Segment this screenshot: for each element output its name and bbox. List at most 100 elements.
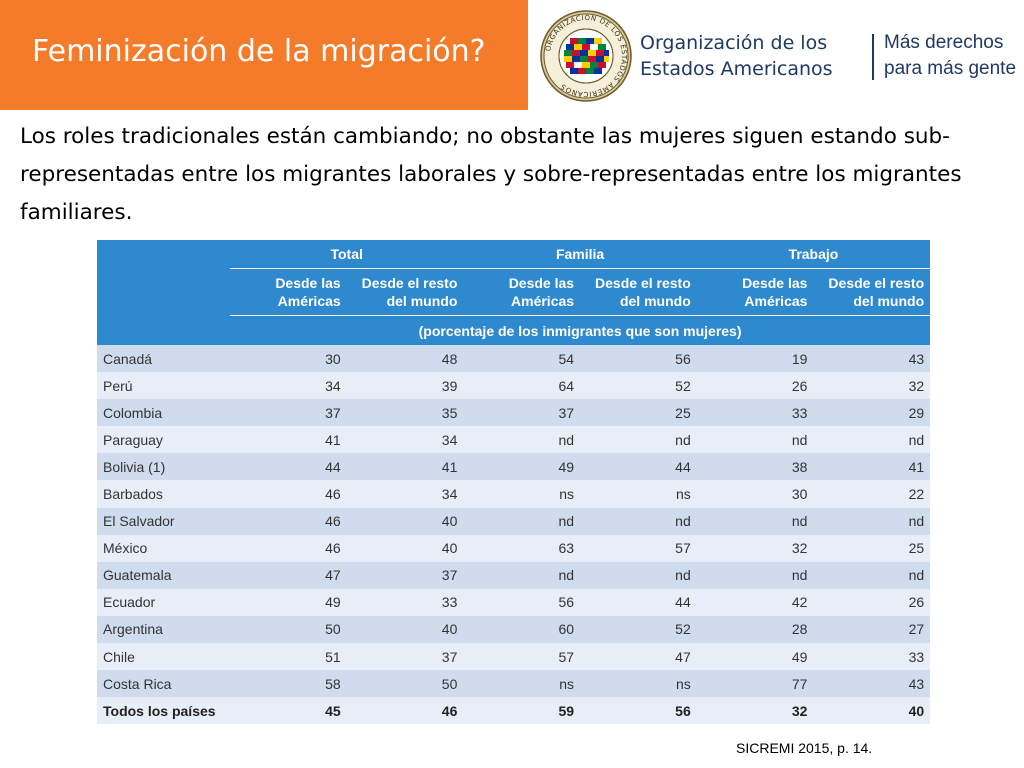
column-header-line: Desde las <box>508 275 575 291</box>
column-header: Desde las Américas <box>463 268 581 316</box>
value-cell: 40 <box>813 697 931 725</box>
table-row: México 46 40 63 57 32 25 <box>97 534 931 562</box>
country-cell: Colombia <box>97 399 230 427</box>
value-cell: 33 <box>813 643 931 671</box>
column-header-line: del mundo <box>386 293 458 309</box>
country-cell: El Salvador <box>97 507 230 535</box>
column-header: Desde el resto del mundo <box>813 268 931 316</box>
value-cell: 44 <box>580 453 697 481</box>
value-cell: 39 <box>346 372 464 400</box>
column-header-line: Desde el resto <box>595 275 691 291</box>
value-cell: 46 <box>230 480 347 508</box>
value-cell: 43 <box>813 345 931 373</box>
table-row: Ecuador 49 33 56 44 42 26 <box>97 588 931 616</box>
country-cell: Argentina <box>97 615 230 644</box>
value-cell: 34 <box>346 480 464 508</box>
value-cell: 29 <box>813 399 931 427</box>
group-header: Total <box>230 240 464 269</box>
value-cell: 56 <box>463 588 581 616</box>
country-cell: Ecuador <box>97 588 230 616</box>
value-cell: nd <box>813 426 931 454</box>
org-name-line1: Organización de los <box>640 32 828 54</box>
column-header-line: del mundo <box>853 293 925 309</box>
table-row: Argentina 50 40 60 52 28 27 <box>97 615 931 644</box>
table-row: Colombia 37 35 37 25 33 29 <box>97 399 931 427</box>
value-cell: 25 <box>813 534 931 562</box>
value-cell: 58 <box>230 670 347 698</box>
column-header: Desde las Américas <box>230 268 347 316</box>
country-cell: Chile <box>97 643 230 671</box>
value-cell: 28 <box>696 615 814 644</box>
unit-note: (porcentaje de los inmigrantes que son m… <box>230 315 931 345</box>
group-header: Trabajo <box>696 240 931 269</box>
value-cell: 48 <box>346 345 464 373</box>
value-cell: 46 <box>346 697 464 725</box>
country-cell: México <box>97 534 230 562</box>
value-cell: 22 <box>813 480 931 508</box>
country-cell: Perú <box>97 372 230 400</box>
column-header: Desde las Américas <box>696 268 814 316</box>
value-cell: 46 <box>230 507 347 535</box>
value-cell: nd <box>813 561 931 589</box>
value-cell: 56 <box>580 345 697 373</box>
value-cell: nd <box>696 507 814 535</box>
total-row: Todos los países 45 46 59 56 32 40 <box>97 697 931 725</box>
column-header-line: Desde las <box>742 275 808 291</box>
value-cell: 37 <box>230 399 347 427</box>
value-cell: 49 <box>463 453 581 481</box>
value-cell: 25 <box>580 399 697 427</box>
value-cell: 32 <box>696 534 814 562</box>
value-cell: nd <box>463 561 581 589</box>
value-cell: 40 <box>346 615 464 644</box>
value-cell: 64 <box>463 372 581 400</box>
column-header-line: Desde el resto <box>828 275 925 291</box>
value-cell: 41 <box>230 426 347 454</box>
brand-divider <box>872 34 874 80</box>
value-cell: 30 <box>696 480 814 508</box>
table-row: Barbados 46 34 ns ns 30 22 <box>97 480 931 508</box>
value-cell: 30 <box>230 345 347 373</box>
value-cell: nd <box>813 507 931 535</box>
motto-line1: Más derechos <box>884 32 1004 53</box>
value-cell: 60 <box>463 615 581 644</box>
value-cell: 63 <box>463 534 581 562</box>
value-cell: 32 <box>813 372 931 400</box>
corner-header <box>97 240 230 345</box>
value-cell: 37 <box>346 561 464 589</box>
table-row: Bolivia (1) 44 41 49 44 38 41 <box>97 453 931 481</box>
value-cell: 45 <box>230 697 347 725</box>
value-cell: 34 <box>346 426 464 454</box>
value-cell: 37 <box>463 399 581 427</box>
value-cell: 54 <box>463 345 581 373</box>
column-header-line: Américas <box>511 293 575 309</box>
motto: Más derechos para más gente <box>884 30 1016 82</box>
value-cell: 26 <box>696 372 814 400</box>
value-cell: 77 <box>696 670 814 698</box>
country-cell: Canadá <box>97 345 230 373</box>
value-cell: 41 <box>813 453 931 481</box>
value-cell: 50 <box>346 670 464 698</box>
value-cell: 44 <box>580 588 697 616</box>
value-cell: 27 <box>813 615 931 644</box>
country-cell: Todos los países <box>97 697 230 725</box>
value-cell: 42 <box>696 588 814 616</box>
org-name-line2: Estados Americanos <box>640 58 833 80</box>
value-cell: nd <box>463 426 581 454</box>
value-cell: 41 <box>346 453 464 481</box>
org-name: Organización de los Estados Americanos <box>640 30 833 82</box>
table-row: Canadá 30 48 54 56 19 43 <box>97 345 931 373</box>
value-cell: 47 <box>230 561 347 589</box>
value-cell: 52 <box>580 372 697 400</box>
country-cell: Paraguay <box>97 426 230 454</box>
value-cell: nd <box>580 507 697 535</box>
value-cell: 52 <box>580 615 697 644</box>
source-citation: SICREMI 2015, p. 14. <box>736 740 873 756</box>
country-cell: Costa Rica <box>97 670 230 698</box>
value-cell: 33 <box>696 399 814 427</box>
value-cell: 35 <box>346 399 464 427</box>
value-cell: nd <box>696 561 814 589</box>
value-cell: 37 <box>346 643 464 671</box>
value-cell: nd <box>696 426 814 454</box>
table-row: Costa Rica 58 50 ns ns 77 43 <box>97 670 931 698</box>
